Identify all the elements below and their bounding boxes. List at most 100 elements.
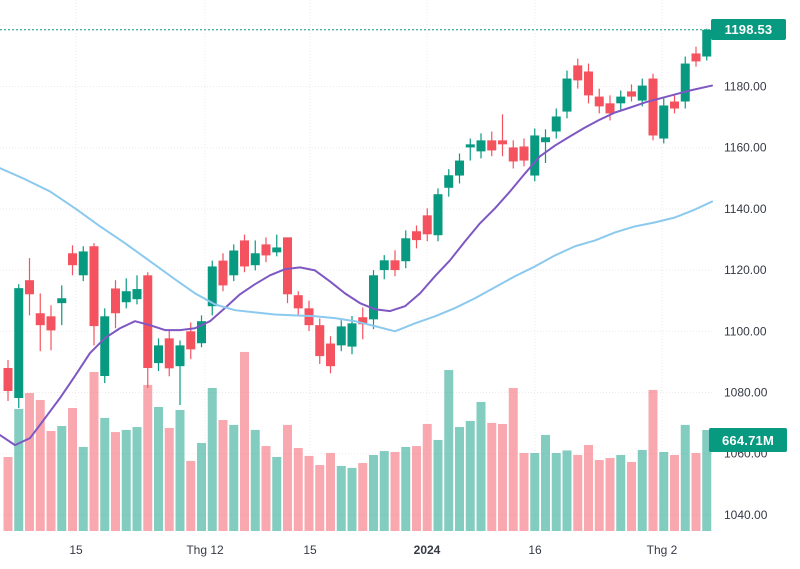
volume-bar <box>132 427 142 531</box>
volume-bar <box>336 465 346 531</box>
candle-body <box>573 65 583 81</box>
volume-bar <box>465 420 475 531</box>
candle-body <box>541 137 550 143</box>
candle-body <box>89 246 99 327</box>
candle-body <box>57 298 67 304</box>
volume-bar <box>379 451 389 531</box>
candle-body <box>143 275 153 369</box>
candle-body <box>659 105 669 139</box>
candle-body <box>25 280 34 295</box>
candle-body <box>637 85 647 101</box>
candle-body <box>14 288 24 399</box>
volume-bar <box>261 446 271 531</box>
candle-body <box>648 78 658 136</box>
volume-bar <box>369 455 378 531</box>
volume-bar <box>46 430 56 531</box>
candle-body <box>3 368 13 391</box>
volume-bar <box>197 442 206 531</box>
candles[interactable] <box>3 28 712 409</box>
volume-bar <box>422 423 432 531</box>
volume-bar <box>562 450 572 531</box>
volume-bar <box>14 408 24 531</box>
volume-bar <box>616 455 626 531</box>
volume-bar <box>229 424 239 531</box>
time-tick-label: 15 <box>303 543 317 557</box>
candle-body <box>551 116 561 132</box>
candle-body <box>444 175 454 188</box>
candle-body <box>218 260 228 286</box>
volume-bar <box>304 455 314 531</box>
candle-body <box>207 266 217 307</box>
time-tick-label: 16 <box>528 543 542 557</box>
price-tick-label: 1100.00 <box>724 324 767 338</box>
candle-body <box>530 135 540 176</box>
volume-bar <box>455 427 464 531</box>
volume-bar <box>702 429 712 531</box>
candle-body <box>702 29 712 57</box>
time-tick-label: 15 <box>69 543 83 557</box>
candle-body <box>35 313 45 326</box>
volume-bar <box>530 453 540 531</box>
volume-bar <box>143 384 153 531</box>
volume-bar <box>594 460 604 531</box>
ma-lines <box>0 84 713 447</box>
volume-bar <box>659 451 669 531</box>
volume-bar <box>358 463 368 531</box>
candle-body <box>175 345 185 367</box>
volume-bar <box>240 351 249 531</box>
candle-body <box>197 321 206 344</box>
volume-bar <box>691 453 701 531</box>
candle-body <box>100 316 110 376</box>
candle-body <box>283 237 292 295</box>
volume-bar <box>401 446 411 531</box>
time-axis[interactable]: 15 Thg 12 15 2024 16 Thg 2 <box>69 543 677 557</box>
volume-bar <box>627 461 636 531</box>
time-tick-label: 2024 <box>414 543 441 557</box>
time-tick-label: Thg 2 <box>647 543 678 557</box>
candle-body <box>616 96 626 104</box>
volume-bar <box>68 408 77 531</box>
volume-bar <box>164 427 174 531</box>
candle-body <box>670 101 679 109</box>
volume-bar <box>487 422 497 531</box>
price-tick-label: 1040.00 <box>724 508 768 522</box>
candle-body <box>229 250 239 276</box>
volume-bar <box>412 446 421 531</box>
volume-bar <box>433 439 443 531</box>
volume-bar <box>89 372 99 531</box>
volume-bar <box>25 392 34 531</box>
volume-bar <box>326 453 335 531</box>
candle-body <box>412 231 421 241</box>
volume-bar <box>573 455 583 531</box>
candle-body <box>78 251 88 276</box>
volume-bar <box>648 389 658 531</box>
volume-bar <box>250 429 260 531</box>
candle-body <box>250 253 260 266</box>
volume-bar <box>670 455 679 531</box>
volume-bar <box>293 448 303 531</box>
current-volume-value: 664.71M <box>722 432 774 448</box>
candle-body <box>455 160 464 176</box>
candle-body <box>422 215 432 235</box>
candle-body <box>465 144 475 148</box>
candle-body <box>132 289 142 300</box>
candle-body <box>121 291 131 303</box>
candle-body <box>336 326 346 346</box>
price-axis[interactable]: 1180.00 1160.00 1140.00 1120.00 1100.00 1080.… <box>724 80 768 522</box>
volume-bars <box>3 351 712 531</box>
current-volume-badge: 664.71M <box>709 428 787 452</box>
volume-bar <box>637 449 647 531</box>
price-tick-label: 1080.00 <box>724 386 768 400</box>
volume-bar <box>283 424 292 531</box>
candle-body <box>594 96 604 107</box>
candle-body <box>487 140 497 151</box>
price-tick-label: 1140.00 <box>724 202 767 216</box>
candle-body <box>433 194 443 236</box>
price-tick-label: 1160.00 <box>724 141 767 155</box>
candle-body <box>240 240 249 267</box>
candle-body <box>293 295 303 309</box>
last-price-badge: 1198.53 <box>711 19 786 40</box>
candle-body <box>358 317 368 325</box>
